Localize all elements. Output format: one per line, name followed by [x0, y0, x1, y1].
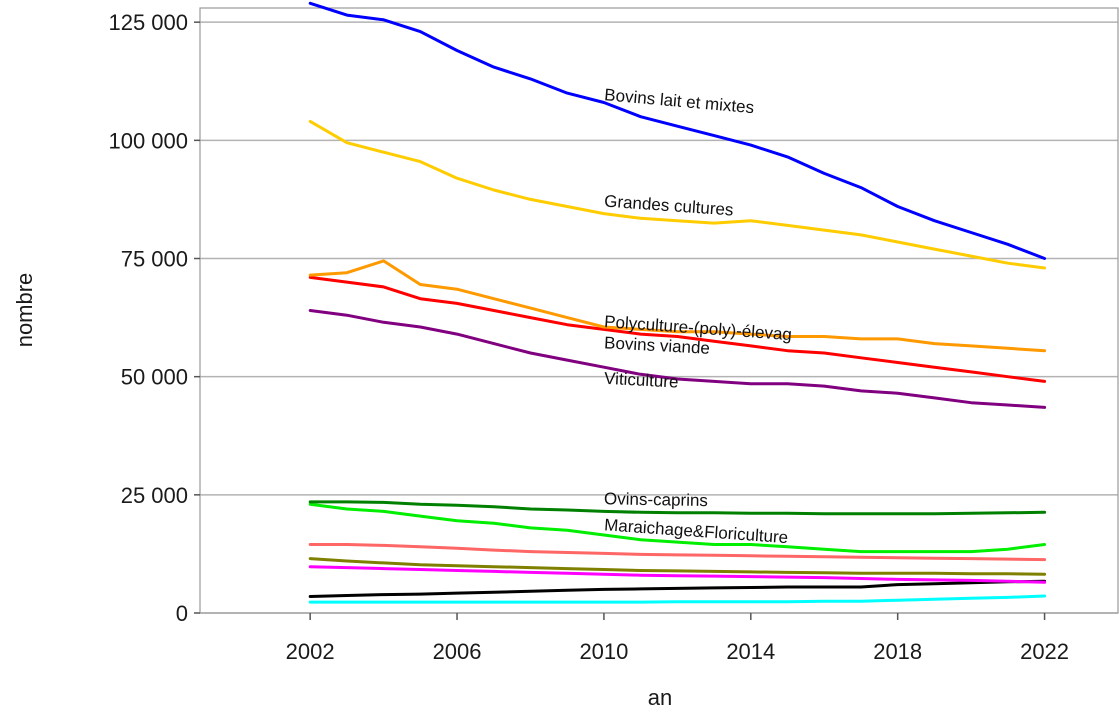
y-tick-label: 75 000: [121, 247, 188, 272]
series-line: [308, 119, 1047, 270]
x-tick-label: 2002: [286, 639, 335, 664]
y-axis-ticks: 0 25 000 50 000 75 000 100 000 125 000: [108, 10, 200, 626]
plot-frame: [199, 7, 1119, 614]
y-tick-label: 125 000: [108, 10, 188, 35]
series-line: [308, 579, 1047, 598]
x-tick-label: 2010: [579, 639, 628, 664]
series-line: [308, 543, 1047, 562]
series-line: [308, 1, 1047, 260]
series-line: [308, 594, 1047, 604]
series-line: [308, 565, 1047, 584]
series-line: [308, 500, 1047, 516]
x-tick-label: 2006: [433, 639, 482, 664]
series-lines: [308, 1, 1047, 604]
y-axis-title: nombre: [12, 273, 37, 348]
series-line: [308, 502, 1047, 554]
x-tick-label: 2014: [726, 639, 775, 664]
series-line: [308, 275, 1047, 383]
y-tick-label: 25 000: [121, 483, 188, 508]
y-tick-label: 50 000: [121, 365, 188, 390]
x-axis-ticks: 2002 2006 2010 2014 2018 2022: [286, 613, 1069, 664]
series-label: Viticulture: [604, 369, 679, 392]
x-tick-label: 2018: [873, 639, 922, 664]
x-tick-label: 2022: [1020, 639, 1069, 664]
y-tick-label: 100 000: [108, 128, 188, 153]
series-line: [308, 309, 1047, 409]
series-label: Ovins-caprins: [604, 489, 708, 510]
y-tick-label: 0: [176, 601, 188, 626]
x-axis-title: an: [648, 685, 672, 710]
series-line: [308, 557, 1047, 576]
series-line: [308, 259, 1047, 353]
